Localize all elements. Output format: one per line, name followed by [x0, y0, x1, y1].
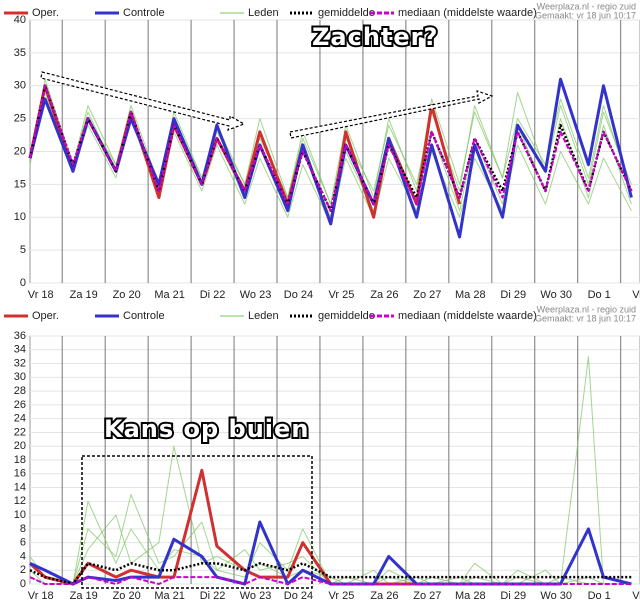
y-tick-label: 26	[14, 399, 26, 411]
y-tick-label: 40	[14, 14, 26, 26]
x-tick-label: Zo 20	[113, 289, 141, 301]
legend-label: Controle	[123, 7, 165, 19]
legend-label: Oper.	[32, 310, 59, 322]
legend-label: mediaan (middelste waarde)	[398, 310, 537, 322]
y-tick-label: 8	[20, 523, 26, 535]
y-tick-label: 15	[14, 178, 26, 190]
created-label: Gemaakt: vr 18 jun 10:17	[535, 313, 636, 323]
legend-label: Leden	[248, 7, 279, 19]
y-tick-label: 28	[14, 385, 26, 397]
x-tick-label: Ma 28	[455, 590, 486, 602]
legend-label: mediaan (middelste waarde)	[398, 7, 537, 19]
y-tick-label: 24	[14, 413, 26, 425]
legend-label: gemiddelde	[318, 310, 375, 322]
x-tick-label: Di 22	[200, 289, 226, 301]
x-tick-label: Vr 18	[28, 590, 54, 602]
series-line	[29, 84, 633, 212]
created-label: Gemaakt: vr 18 jun 10:17	[535, 10, 636, 20]
series-line	[29, 576, 632, 585]
y-tick-label: 32	[14, 357, 26, 369]
source-label: Weerplaza.nl - regio zuid	[537, 304, 636, 314]
x-tick-label: Di 29	[500, 289, 526, 301]
y-tick-label: 16	[14, 468, 26, 480]
y-tick-label: 36	[14, 330, 26, 342]
legend-label: gemiddelde	[318, 7, 375, 19]
x-tick-label: Zo 27	[413, 590, 441, 602]
y-tick-label: 18	[14, 454, 26, 466]
y-tick-label: 0	[20, 277, 26, 289]
x-tick-label: Vr 25	[328, 590, 354, 602]
x-tick-label: Za 19	[70, 590, 98, 602]
y-tick-label: 10	[14, 211, 26, 223]
x-tick-label: Za 26	[370, 590, 398, 602]
x-tick-label: Do 24	[284, 590, 313, 602]
annotation: Kans op buien	[104, 415, 309, 443]
y-tick-label: 30	[14, 371, 26, 383]
y-tick-label: 25	[14, 113, 26, 125]
legend-label: Oper.	[32, 7, 59, 19]
y-tick-label: 4	[20, 550, 26, 562]
x-tick-label: Zo 20	[113, 590, 141, 602]
decoration	[40, 71, 494, 589]
source-label: Weerplaza.nl - regio zuid	[537, 1, 636, 11]
x-tick-label: Zo 27	[413, 289, 441, 301]
y-tick-label: 30	[14, 80, 26, 92]
series-line	[29, 562, 632, 586]
y-tick-label: 20	[14, 440, 26, 452]
x-tick-label: Wo 30	[540, 590, 572, 602]
x-tick-label: Di 29	[500, 590, 526, 602]
y-tick-label: 5	[20, 244, 26, 256]
y-tick-label: 34	[14, 344, 26, 356]
y-tick-label: 2	[20, 564, 26, 576]
x-tick-label: Vr 2	[632, 590, 640, 602]
x-tick-label: Di 22	[200, 590, 226, 602]
y-tick-label: 0	[20, 578, 26, 590]
y-tick-label: 10	[14, 509, 26, 521]
x-tick-label: Vr 18	[28, 289, 54, 301]
x-tick-label: Ma 21	[154, 590, 185, 602]
x-tick-label: Ma 28	[455, 289, 486, 301]
series-line	[29, 520, 632, 586]
x-tick-label: Za 19	[70, 289, 98, 301]
y-tick-label: 14	[14, 481, 26, 493]
x-tick-label: Za 26	[370, 289, 398, 301]
x-tick-label: Wo 23	[240, 590, 272, 602]
y-tick-label: 20	[14, 145, 26, 157]
x-tick-label: Vr 2	[632, 289, 640, 301]
x-tick-label: Vr 25	[328, 289, 354, 301]
y-tick-label: 22	[14, 426, 26, 438]
x-tick-label: Do 1	[588, 590, 611, 602]
x-tick-label: Do 24	[284, 289, 313, 301]
legend-label: Controle	[123, 310, 165, 322]
legend-label: Leden	[248, 310, 279, 322]
x-tick-label: Wo 23	[240, 289, 272, 301]
y-tick-label: 6	[20, 537, 26, 549]
y-tick-label: 35	[14, 47, 26, 59]
y-tick-label: 12	[14, 495, 26, 507]
annotation: Zachter?	[312, 23, 438, 51]
x-tick-label: Ma 21	[154, 289, 185, 301]
x-tick-label: Wo 30	[540, 289, 572, 301]
x-tick-label: Do 1	[588, 289, 611, 301]
